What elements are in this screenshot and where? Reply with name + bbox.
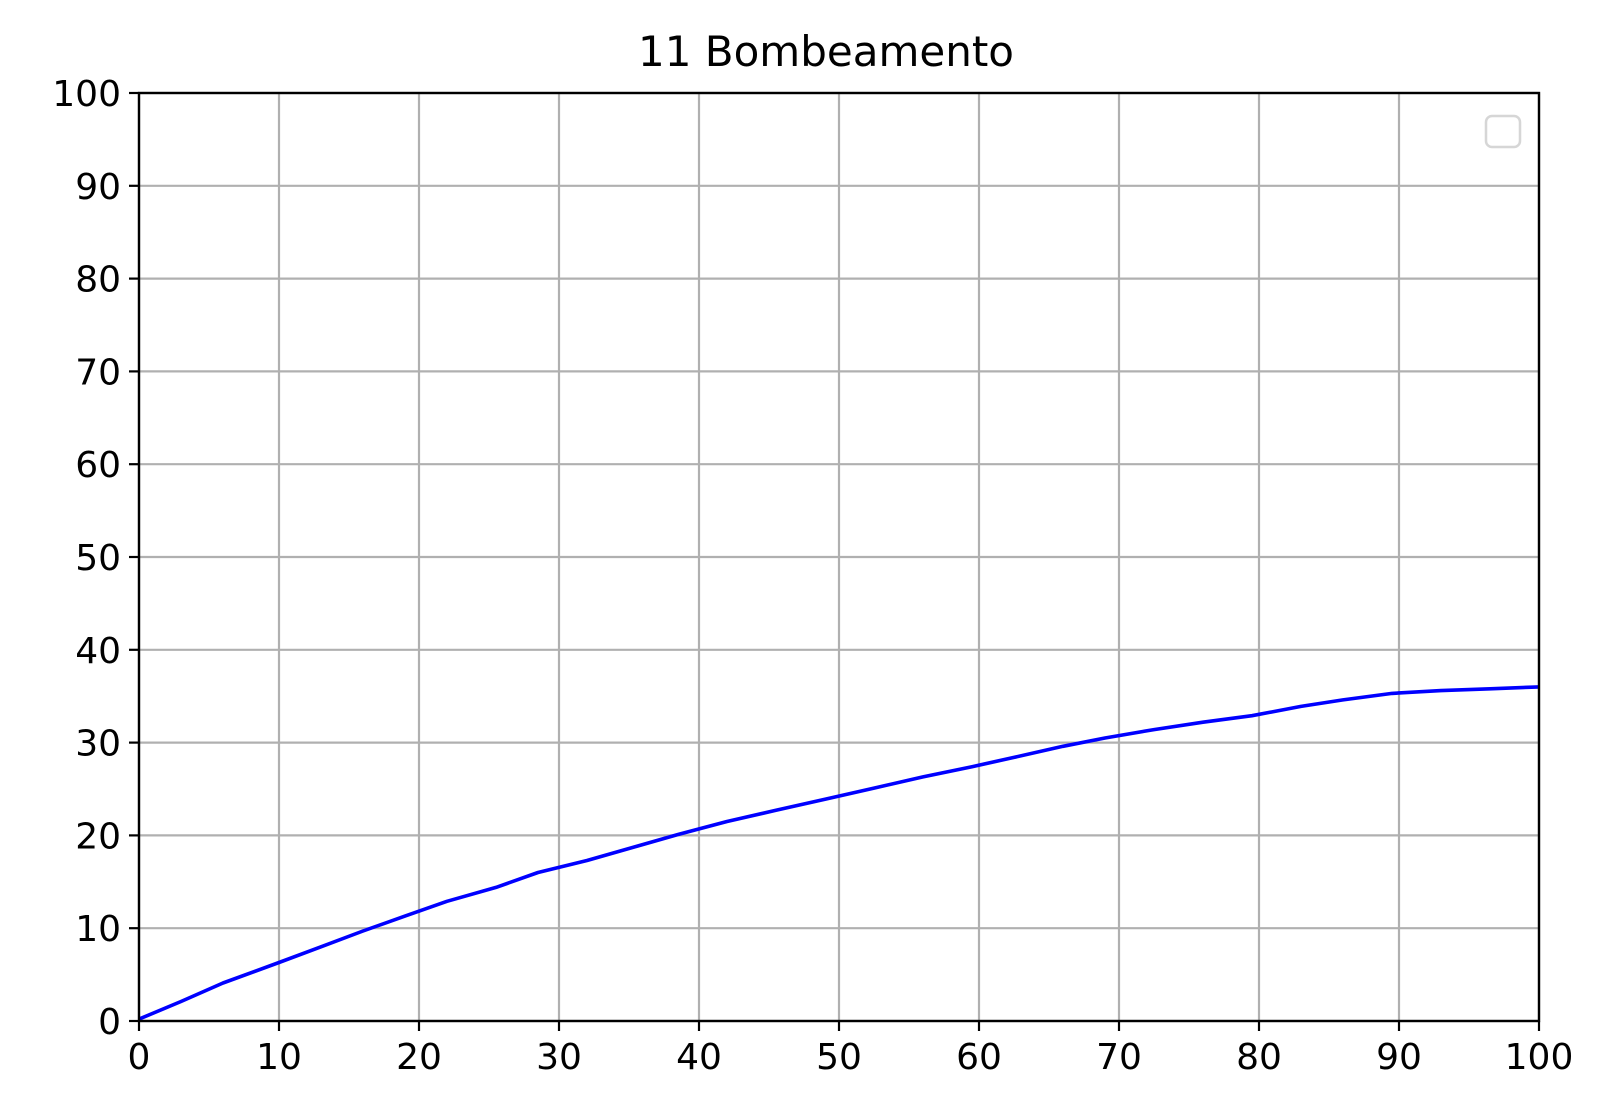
x-tick-label: 60 [956,1037,1002,1078]
x-tick-label: 40 [676,1037,722,1078]
y-tick-label: 70 [75,352,121,393]
chart-title: 11 Bombeamento [638,27,1014,76]
y-tick-label: 30 [75,724,121,765]
x-tick-label: 20 [396,1037,442,1078]
y-tick-label: 20 [75,816,121,857]
grid [137,91,1541,1023]
y-tick-label: 60 [75,445,121,486]
legend-box [1484,114,1522,149]
axis-ticks: 0 10 20 30 40 50 60 70 80 90 100 0 10 20 30 40 50 60 70 80 9… [52,74,1573,1078]
x-tick-label: 50 [816,1037,862,1078]
x-tick-label: 70 [1096,1037,1142,1078]
x-tick-label: 10 [256,1037,302,1078]
y-tick-label: 90 [75,167,121,208]
x-tick-label: 0 [128,1037,151,1078]
x-tick-label: 90 [1376,1037,1422,1078]
y-tick-label: 50 [75,538,121,579]
y-tick-label: 0 [98,1002,121,1043]
series-line [138,685,1540,1021]
x-tick-label: 100 [1505,1037,1574,1078]
x-tick-label: 80 [1236,1037,1282,1078]
x-tick-label: 30 [536,1037,582,1078]
series-layer [138,685,1540,1021]
y-tick-label: 40 [75,631,121,672]
y-tick-label: 10 [75,909,121,950]
y-tick-label: 100 [52,74,121,115]
y-tick-label: 80 [75,260,121,301]
